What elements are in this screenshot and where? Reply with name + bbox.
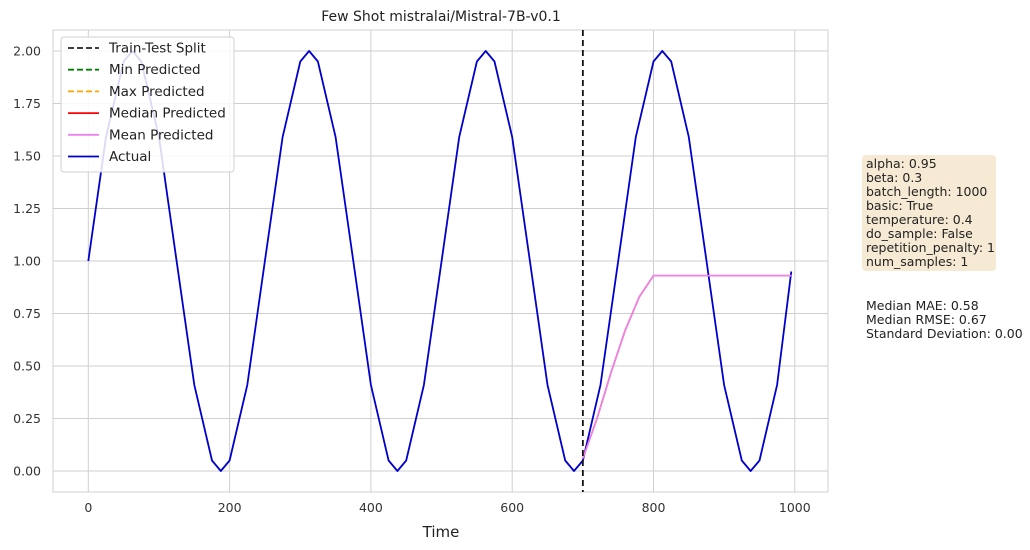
parameter-line: num_samples: 1 [866, 254, 969, 269]
y-tick-label: 0.75 [13, 306, 41, 321]
x-tick-label: 800 [642, 500, 666, 515]
metric-line: Median MAE: 0.58 [866, 298, 979, 313]
y-tick-label: 1.25 [13, 201, 41, 216]
series-line-mean-predicted [582, 274, 792, 459]
legend-label: Mean Predicted [109, 127, 213, 143]
legend-label: Actual [109, 149, 151, 165]
y-tick-label: 1.50 [13, 149, 41, 164]
metrics-box: Median MAE: 0.58 Median RMSE: 0.67 Standar… [866, 299, 1028, 341]
metric-line: Median RMSE: 0.67 [866, 312, 987, 327]
parameter-line: temperature: 0.4 [866, 212, 973, 227]
chart-title: Few Shot mistralai/Mistral-7B-v0.1 [321, 9, 561, 25]
x-tick-label: 1000 [779, 500, 811, 515]
series-group [87, 30, 793, 492]
x-tick-label: 0 [84, 500, 92, 515]
x-tick-label: 200 [218, 500, 242, 515]
parameter-line: basic: True [866, 198, 934, 213]
legend: Train-Test Split Min Predicted Max Predict… [60, 36, 235, 173]
parameters-box: alpha: 0.95 beta: 0.3 batch_length: 1000 ba… [862, 155, 996, 271]
y-tick-label: 2.00 [13, 44, 41, 59]
x-tick-labels: 0 200 400 600 800 1000 [84, 500, 810, 515]
y-tick-labels: 0.00 0.25 0.50 0.75 1.00 1.25 1.50 1.75 2.00 [13, 44, 41, 479]
legend-label: Min Predicted [109, 62, 201, 78]
y-tick-label: 1.00 [13, 254, 41, 269]
parameter-line: alpha: 0.95 [866, 156, 937, 171]
legend-label: Max Predicted [109, 84, 205, 100]
legend-frame [60, 36, 235, 173]
y-tick-label: 1.75 [13, 96, 41, 111]
legend-label: Median Predicted [109, 106, 226, 122]
metric-line: Standard Deviation: 0.00 [866, 326, 1023, 341]
y-tick-label: 0.25 [13, 411, 41, 426]
parameter-line: beta: 0.3 [866, 170, 923, 185]
series-line-actual [87, 50, 793, 472]
x-axis-label: Time [422, 523, 460, 541]
y-tick-label: 0.00 [13, 464, 41, 479]
parameter-line: batch_length: 1000 [866, 184, 988, 199]
parameter-line: repetition_penalty: 1 [866, 240, 995, 255]
x-tick-label: 600 [500, 500, 524, 515]
y-tick-label: 0.50 [13, 359, 41, 374]
legend-label: Train-Test Split [108, 41, 206, 57]
x-tick-label: 400 [359, 500, 383, 515]
parameter-line: do_sample: False [866, 226, 973, 241]
